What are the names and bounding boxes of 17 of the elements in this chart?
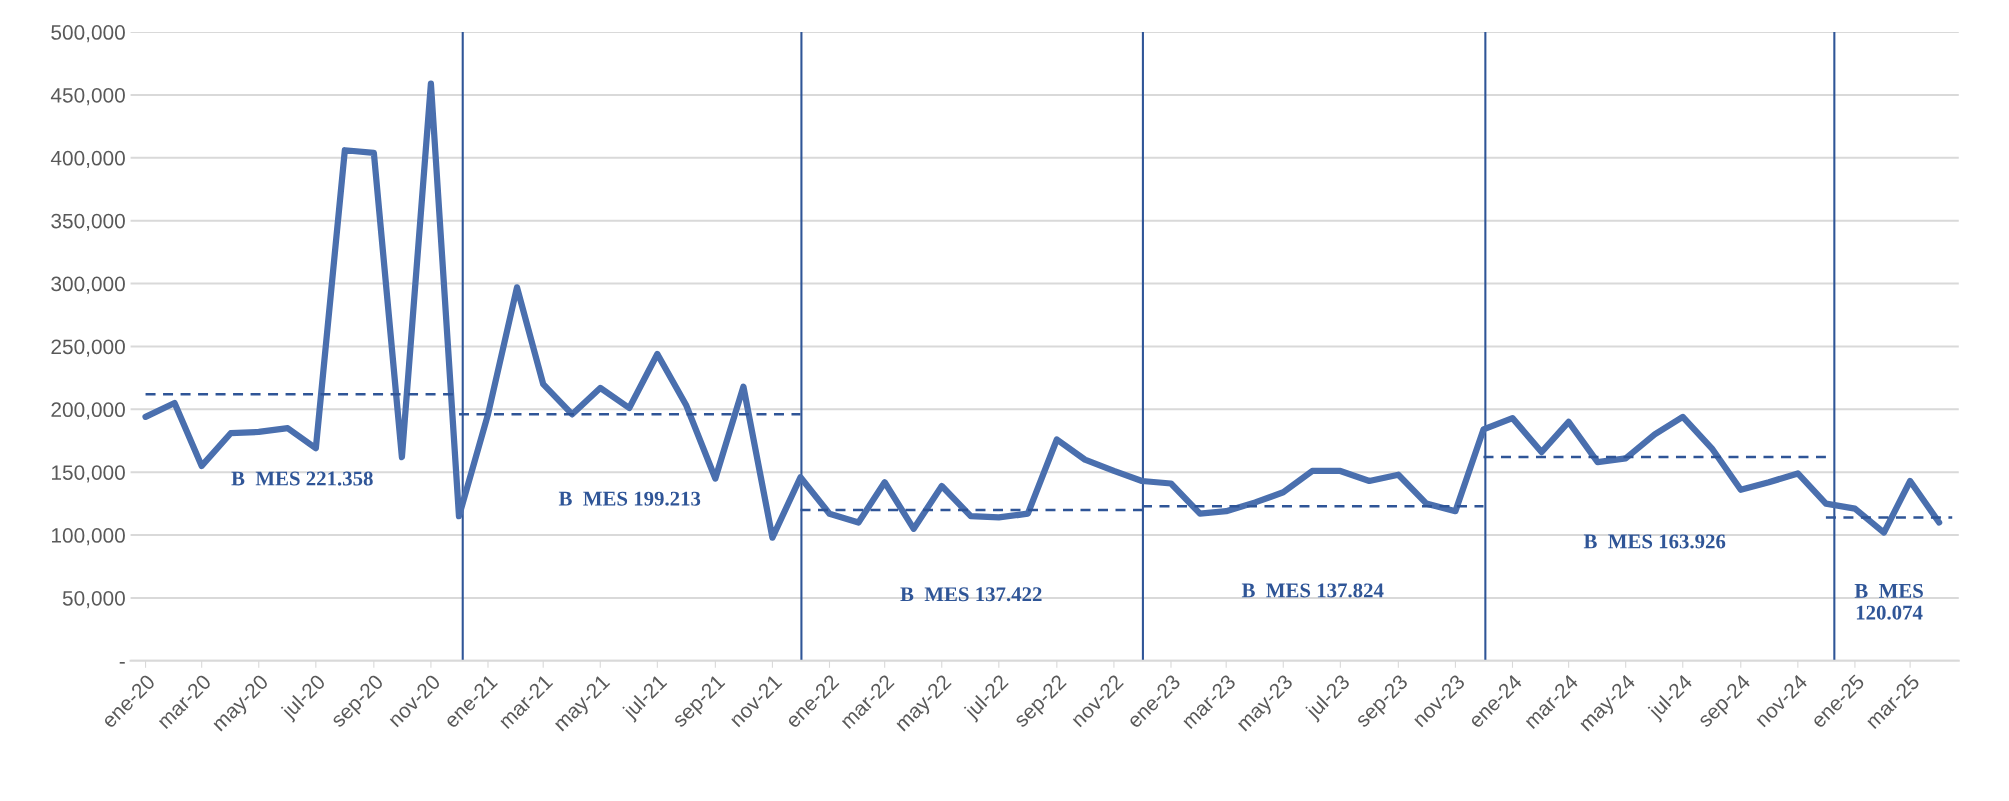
y-tick-label: 350,000 <box>51 213 125 231</box>
annotation: B MES 221.358 <box>231 471 373 486</box>
y-tick-label: 50,000 <box>62 590 125 609</box>
annotation: B MES 199.213 <box>558 491 701 506</box>
y-tick-label: 400,000 <box>50 150 125 169</box>
y-tick-label: 150,000 <box>52 465 125 483</box>
y-tick-label: 100,000 <box>52 528 125 546</box>
y-tick-label: 250,000 <box>51 339 125 357</box>
y-tick-label: 500,000 <box>51 25 125 43</box>
y-tick-label: 450,000 <box>50 87 125 106</box>
annotation: B MES 137.824 <box>1241 583 1384 598</box>
y-tick-label: - <box>119 662 125 664</box>
y-tick-label: 200,000 <box>51 402 125 420</box>
y-tick-label: 300,000 <box>51 276 125 294</box>
annotation: B MES 163.926 <box>1583 534 1726 549</box>
annotation: B MES 120.074 <box>1854 583 1923 620</box>
annotation: B MES 137.422 <box>900 587 1042 602</box>
